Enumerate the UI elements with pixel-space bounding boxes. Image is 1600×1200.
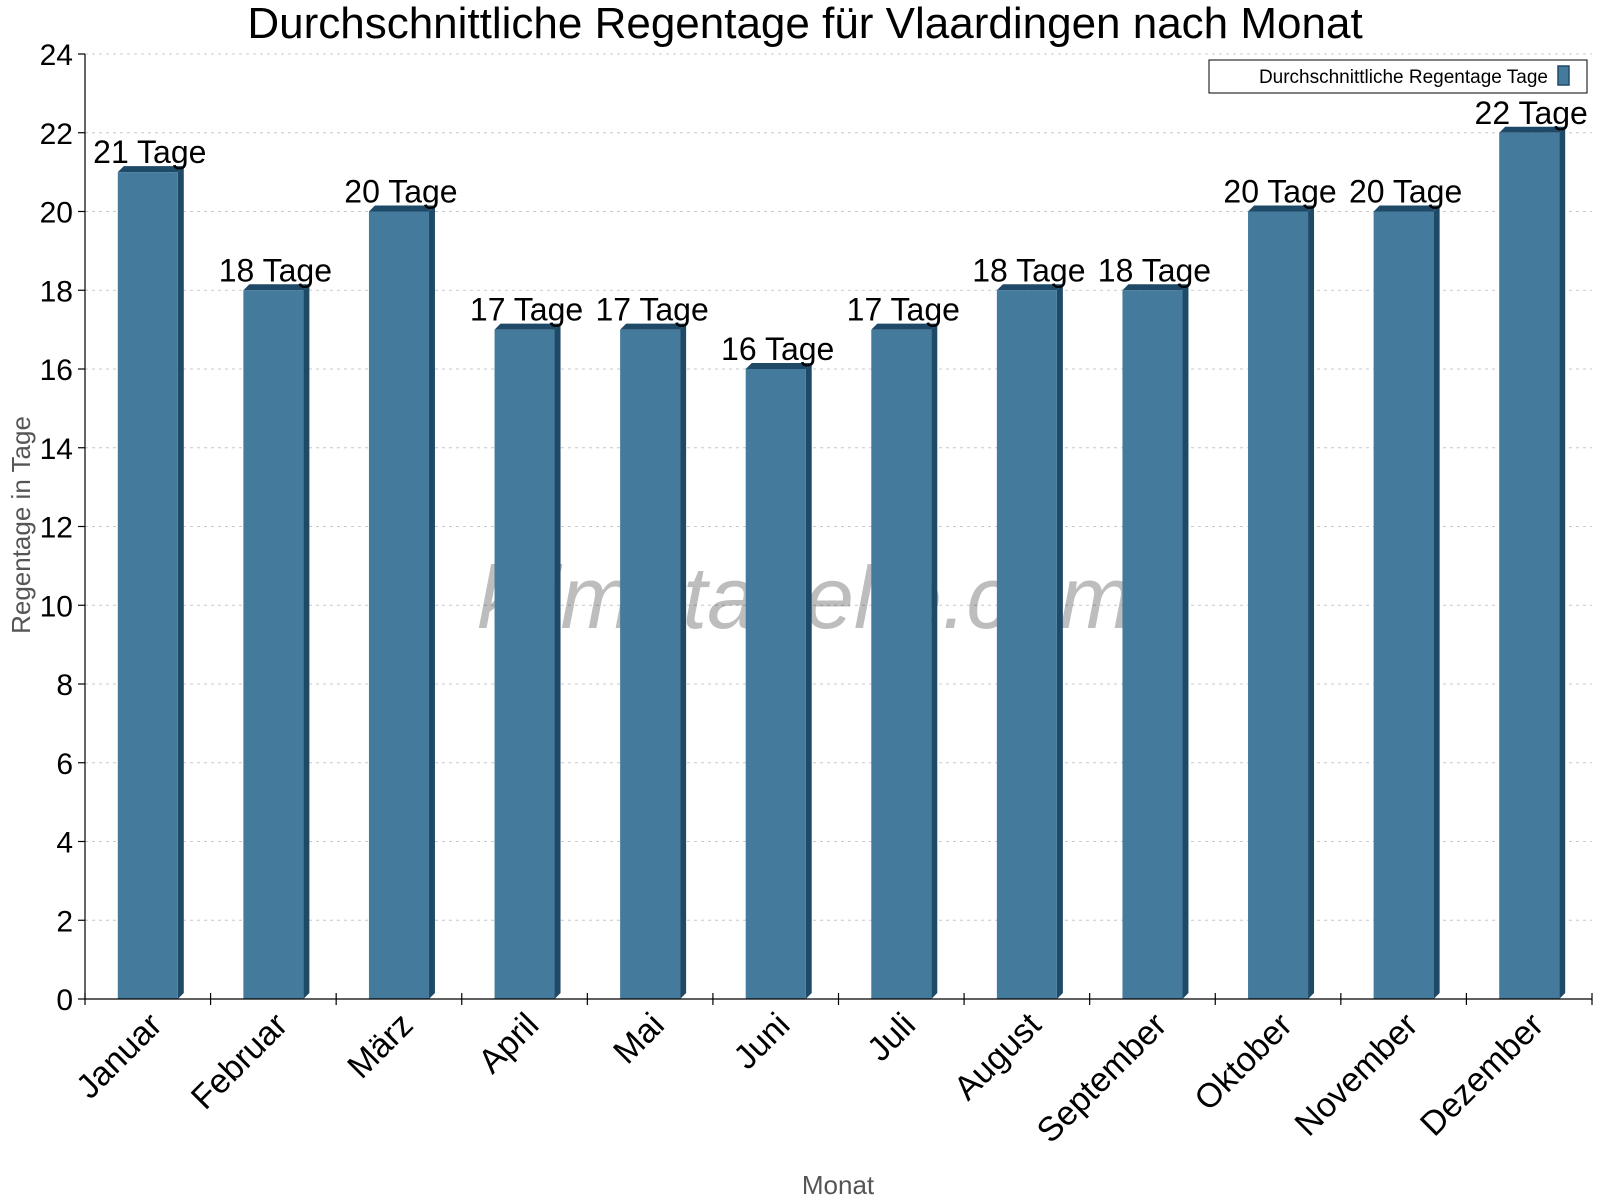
x-tick-label-7: Juli [860,1006,923,1069]
bar-8 [996,284,1063,999]
bar-face-12 [1499,132,1560,999]
bar-top-2 [243,284,310,291]
bar-12 [1499,126,1566,999]
bar-top-6 [745,363,812,369]
grid-lines [85,53,1592,921]
y-tick-label-3: 6 [56,748,73,781]
x-tick-label-4: April [471,1006,546,1081]
bar-top-8 [996,284,1063,291]
axes [78,53,1593,1005]
y-tick-label-8: 16 [40,354,73,387]
bar-top-3 [368,205,435,212]
bar-side-6 [805,363,812,999]
data-label-1: 21 Tage [93,134,206,170]
bar-1 [117,166,184,999]
bar-side-4 [554,323,561,999]
bar-face-11 [1373,211,1434,999]
bar-4 [494,323,561,999]
y-tick-label-11: 22 [40,118,73,151]
y-tick-label-0: 0 [56,984,73,1017]
x-tick-label-9: September [1030,1006,1174,1150]
data-label-2: 18 Tage [219,252,332,288]
bar-7 [871,323,938,999]
bar-side-11 [1433,205,1440,999]
legend: Durchschnittliche Regentage Tage [1208,59,1588,94]
chart-title: Durchschnittliche Regentage für Vlaardin… [247,0,1362,48]
bar-side-7 [931,323,938,999]
x-tick-label-2: Februar [184,1006,295,1117]
y-tick-label-12: 24 [40,39,73,72]
data-label-8: 18 Tage [972,252,1085,288]
data-label-6: 16 Tage [721,331,834,367]
y-tick-label-5: 10 [40,590,73,623]
bar-top-11 [1373,205,1440,212]
bar-face-7 [871,329,932,999]
bar-top-12 [1499,126,1566,133]
bar-side-5 [680,323,687,999]
y-tick-label-1: 2 [56,905,73,938]
data-label-4: 17 Tage [470,292,583,328]
bar-face-8 [996,290,1057,999]
bar-side-1 [177,166,184,999]
x-tick-label-11: November [1288,1006,1426,1144]
y-tick-label-4: 8 [56,669,73,702]
bar-side-3 [428,205,435,999]
x-tick-label-6: Juni [726,1006,797,1077]
y-tick-label-6: 12 [40,512,73,545]
x-tick-label-3: März [340,1006,420,1086]
x-tick-labels: Januar Februar März April Mai Juni Juli AugustS… [69,1005,1551,1150]
bar-top-10 [1248,205,1315,212]
bar-2 [243,284,310,999]
bar-face-1 [117,172,178,999]
bars [117,126,1566,999]
bar-face-5 [620,329,681,999]
y-axis-label: Regentage in Tage [6,416,36,634]
x-tick-label-1: Januar [69,1006,169,1106]
bar-top-4 [494,323,561,330]
bar-top-5 [620,323,687,330]
bar-6 [745,363,812,999]
data-label-3: 20 Tage [344,174,457,210]
bar-5 [620,323,687,999]
legend-label: Durchschnittliche Regentage Tage [1259,67,1548,88]
x-axis-label: Monat [802,1170,875,1200]
x-tick-label-12: Dezember [1413,1006,1551,1144]
data-label-5: 17 Tage [595,292,708,328]
bar-face-9 [1122,290,1183,999]
data-label-11: 20 Tage [1349,174,1462,210]
bar-face-4 [494,329,555,999]
data-label-12: 22 Tage [1475,95,1588,131]
bar-face-2 [243,290,304,999]
y-tick-label-10: 20 [40,197,73,230]
x-tick-label-5: Mai [606,1006,672,1072]
bar-side-12 [1559,126,1566,999]
bar-top-9 [1122,284,1189,291]
legend-swatch [1557,65,1570,86]
y-tick-label-7: 14 [40,433,73,466]
bar-side-9 [1182,284,1189,999]
bar-3 [368,205,435,999]
bar-side-2 [303,284,310,999]
bar-11 [1373,205,1440,999]
bar-10 [1248,205,1315,999]
bar-top-1 [117,166,184,173]
data-labels: 21 Tage 18 Tage 20 Tage 17 Tage 17 Tage 16 Ta… [93,95,1588,367]
bar-face-6 [745,369,806,999]
y-tick-label-2: 4 [56,827,73,860]
data-label-10: 20 Tage [1223,174,1336,210]
bar-9 [1122,284,1189,999]
y-tick-label-9: 18 [40,275,73,308]
bar-side-10 [1308,205,1315,999]
data-label-9: 18 Tage [1098,252,1211,288]
x-tick-label-10: Oktober [1187,1006,1299,1118]
legend-box [1208,59,1588,94]
x-tick-label-8: August [947,1005,1049,1107]
bar-top-7 [871,323,938,330]
data-label-7: 17 Tage [847,292,960,328]
bar-face-10 [1248,211,1309,999]
bar-face-3 [368,211,429,999]
bar-side-8 [1056,284,1063,999]
